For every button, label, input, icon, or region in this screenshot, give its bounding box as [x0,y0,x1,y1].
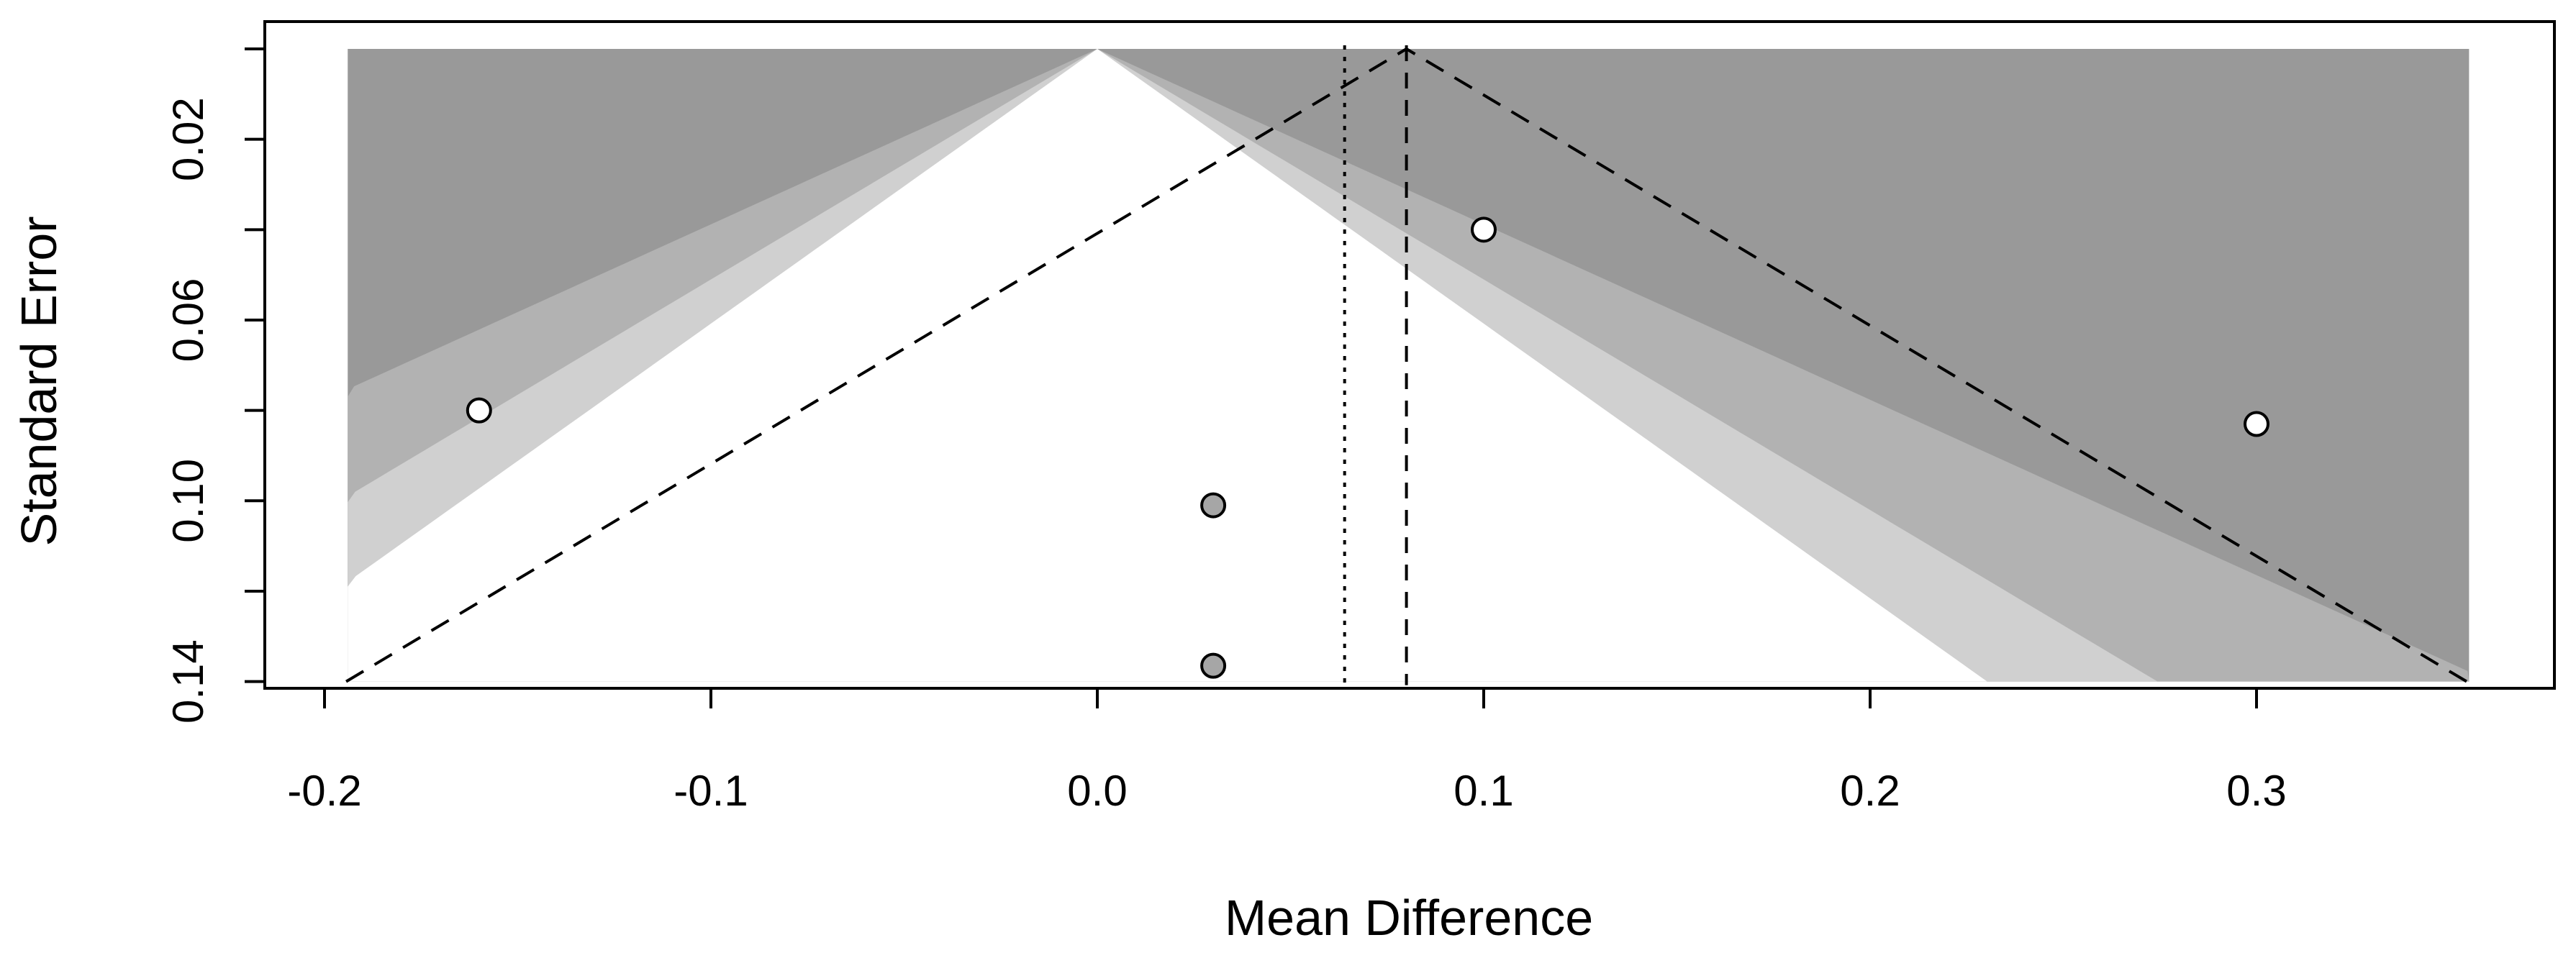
x-tick-label: 0.0 [1067,767,1127,815]
study-point-1 [1471,216,1497,243]
y-tick-label: 0.10 [164,459,212,543]
study-points [466,216,2269,679]
y-axis-title: Standard Error [11,216,67,546]
x-tick-label: -0.2 [287,767,361,815]
y-tick-label: 0.02 [164,97,212,181]
significance-contours [348,49,2470,682]
imputed-study-point-4 [1200,652,1227,679]
reference-lines [345,45,2468,685]
study-point-2 [2244,411,2269,437]
x-axis: -0.2 -0.1 0.0 0.1 0.2 0.3 [287,687,2287,815]
x-tick-label: 0.3 [2226,767,2286,815]
y-tick-label: 0.06 [164,278,212,362]
pseudo-confidence-funnel [345,47,2468,683]
x-tick-label: 0.1 [1453,767,1513,815]
contour-band-p10 [348,49,1987,682]
x-tick-label: 0.2 [1840,767,1900,815]
study-point-0 [466,397,492,424]
x-axis-title: Mean Difference [1225,890,1593,946]
x-tick-label: -0.1 [674,767,748,815]
y-axis: 0.02 0.06 0.10 0.14 [164,47,266,724]
imputed-study-point-3 [1200,492,1227,519]
y-tick-label: 0.14 [164,639,212,724]
